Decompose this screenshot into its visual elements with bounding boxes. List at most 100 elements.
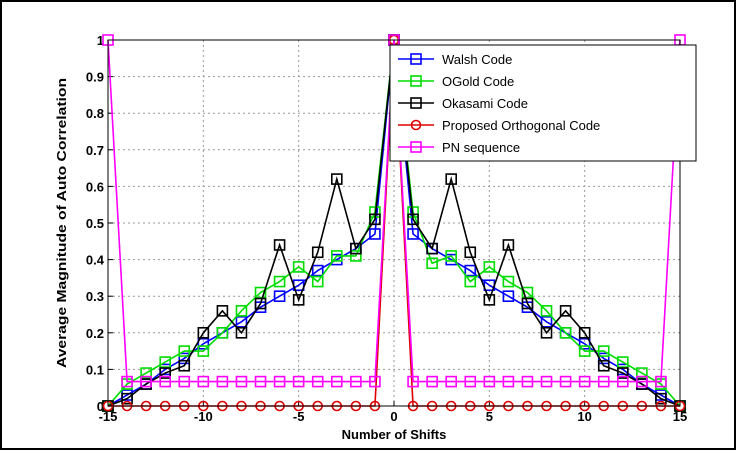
data-point — [350, 375, 362, 388]
data-point — [369, 375, 381, 388]
y-tick-label: 0.1 — [86, 362, 104, 377]
data-point — [597, 375, 610, 388]
data-point — [464, 264, 477, 277]
data-point — [578, 337, 591, 350]
legend-item: Proposed Orthogonal Code — [398, 118, 600, 133]
data-point — [407, 228, 419, 240]
data-point — [292, 375, 305, 388]
data-point — [178, 359, 191, 372]
data-point — [311, 275, 324, 288]
y-tick-label: 0.9 — [86, 70, 104, 85]
data-point — [178, 375, 191, 388]
legend-marker — [410, 97, 422, 109]
data-point — [616, 356, 629, 368]
data-point — [502, 375, 515, 388]
x-tick-label: 0 — [390, 409, 397, 424]
data-point — [311, 264, 324, 277]
y-axis-label: Average Magnitude of Auto Correlation — [54, 78, 69, 368]
data-point — [330, 173, 343, 185]
legend-marker — [410, 141, 422, 153]
data-point — [273, 290, 286, 303]
data-point — [197, 375, 210, 388]
data-point — [559, 305, 572, 317]
data-point — [121, 375, 133, 388]
data-point — [578, 326, 591, 339]
x-tick-label: -5 — [293, 409, 305, 424]
y-tick-label: 0 — [97, 399, 104, 414]
x-tick-label: 15 — [673, 409, 687, 424]
data-point — [540, 375, 553, 388]
data-point — [445, 375, 458, 388]
legend-marker — [410, 119, 422, 131]
data-point — [254, 297, 267, 310]
data-point — [159, 356, 171, 368]
legend-box — [389, 44, 697, 162]
data-point — [426, 375, 438, 388]
legend-label: Okasami Code — [442, 96, 528, 111]
data-point — [502, 275, 515, 288]
data-point — [445, 173, 458, 185]
data-point — [483, 375, 496, 388]
legend-item: Okasami Code — [398, 96, 528, 111]
data-point — [197, 337, 210, 350]
data-point — [311, 375, 324, 388]
legend-label: Walsh Code — [442, 52, 512, 67]
y-tick-label: 1 — [97, 33, 104, 48]
data-point — [502, 239, 515, 251]
legend-item: OGold Code — [398, 74, 514, 89]
data-point — [464, 375, 477, 388]
legend-label: OGold Code — [442, 74, 514, 89]
data-point — [407, 213, 419, 226]
legend-label: PN sequence — [442, 140, 520, 155]
legend-marker — [410, 53, 422, 65]
x-tick-label: -10 — [194, 409, 213, 424]
data-point — [178, 345, 191, 357]
data-point — [140, 367, 152, 379]
data-point — [578, 345, 591, 357]
data-point — [521, 375, 534, 388]
data-point — [445, 250, 458, 262]
x-axis-label: Number of Shifts — [342, 427, 447, 442]
data-point — [216, 305, 229, 317]
legend-item: PN sequence — [398, 140, 520, 155]
data-point — [597, 359, 610, 372]
data-point — [483, 294, 496, 306]
data-point — [350, 250, 362, 262]
data-point — [521, 286, 534, 299]
data-point — [311, 246, 324, 259]
data-point — [121, 392, 133, 405]
data-point — [616, 375, 629, 388]
axis-ticks: -15 -10 -5 0 5 10 15 0 0.1 0.2 0.3 0.4 0.5 0.6 0.7 0.8 0… — [86, 33, 687, 424]
legend-marker — [410, 75, 422, 87]
data-point — [235, 316, 248, 328]
data-point — [273, 375, 286, 388]
y-tick-label: 0.4 — [86, 253, 105, 268]
data-point — [578, 375, 591, 388]
x-tick-label: -15 — [99, 409, 118, 424]
data-point — [140, 375, 152, 388]
data-point — [254, 286, 267, 299]
data-point — [292, 261, 305, 273]
data-point — [636, 375, 648, 388]
data-point — [235, 326, 248, 339]
data-point — [464, 275, 477, 288]
data-point — [407, 375, 419, 388]
y-tick-label: 0.2 — [86, 326, 104, 341]
data-point — [559, 326, 572, 339]
data-point — [597, 345, 610, 357]
legend-item: Walsh Code — [398, 52, 512, 67]
data-point — [254, 375, 267, 388]
data-point — [197, 345, 210, 357]
data-point — [159, 375, 171, 388]
data-point — [292, 294, 305, 306]
data-point — [235, 305, 248, 317]
y-tick-label: 0.7 — [86, 143, 104, 158]
data-point — [502, 290, 515, 303]
data-point — [273, 239, 286, 251]
data-point — [655, 375, 667, 388]
data-point — [616, 367, 629, 379]
data-point — [330, 250, 343, 262]
data-point — [636, 367, 648, 379]
data-point — [540, 326, 553, 339]
